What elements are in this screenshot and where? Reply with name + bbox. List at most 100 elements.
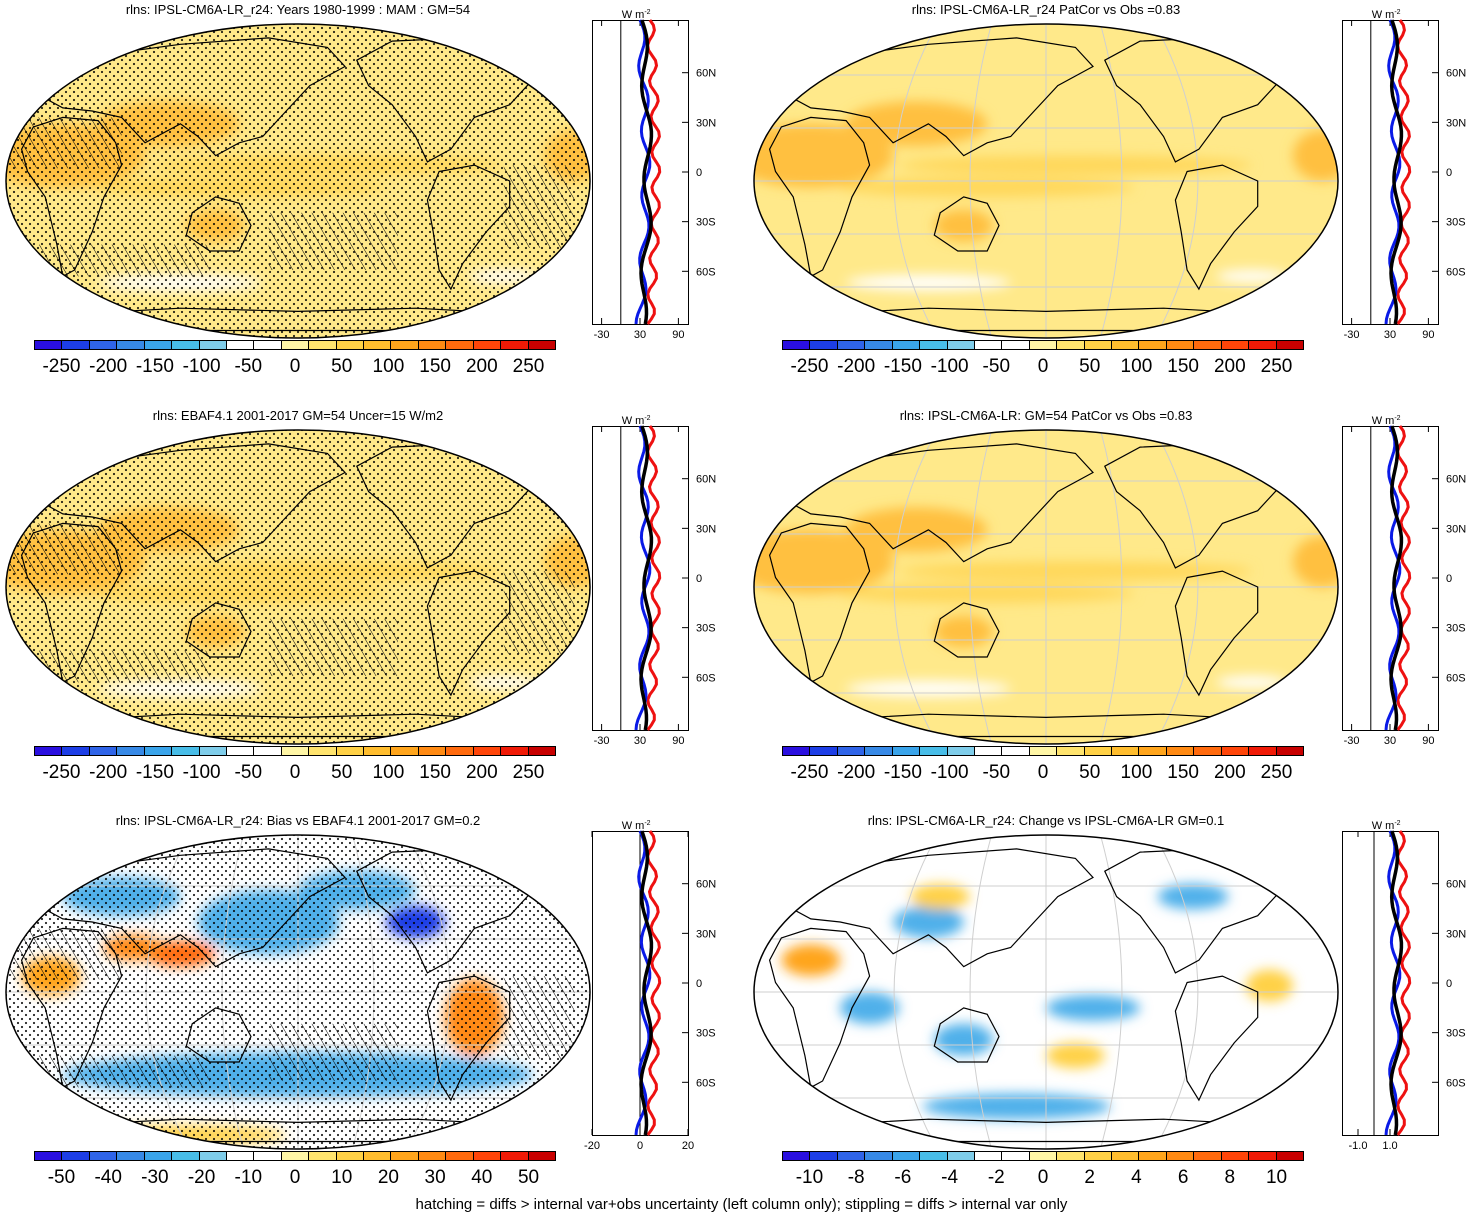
colorbar-tick-label: -150 (135, 356, 174, 377)
colorbar-swatch (1139, 1152, 1167, 1160)
zonal-mean-profile: W m-2 -30 30 90 60N 30N 0 30S 60S (592, 415, 748, 760)
colorbar-tick-label: -50 (982, 356, 1011, 377)
robinson-map (4, 428, 592, 746)
colorbar-tick-label: -6 (894, 1167, 912, 1188)
profile-lat-label: 60N (1446, 879, 1466, 891)
field-patch (840, 992, 899, 1024)
colorbar-tick-label: 10 (1265, 1167, 1288, 1188)
profile-series-line (1389, 19, 1404, 325)
hatching (33, 244, 210, 277)
colorbar-tick-label: -150 (883, 762, 922, 783)
profile-x-tick-label: 90 (1422, 735, 1434, 747)
colorbar-tick-label: 2 (1084, 1167, 1095, 1188)
colorbar-tick-label: 6 (1177, 1167, 1189, 1188)
colorbar-tick-label: -50 (982, 762, 1011, 783)
colorbar-tick-label: 8 (1224, 1167, 1236, 1188)
field-patch (754, 529, 894, 594)
colorbar-swatch (446, 747, 474, 755)
colorbar-swatch (1249, 1152, 1277, 1160)
colorbar-tick-label: -50 (234, 762, 263, 783)
colorbar-tick-label: -30 (141, 1167, 169, 1188)
colorbar (782, 746, 1304, 756)
hatching (503, 976, 575, 1059)
colorbar-tick-label: -250 (790, 762, 829, 783)
field-patch (1245, 969, 1293, 1002)
panel-title: rlns: IPSL-CM6A-LR: GM=54 PatCor vs Obs … (899, 408, 1193, 423)
profile-lat-label: 30N (1446, 117, 1466, 129)
colorbar-tick-label: -40 (94, 1167, 122, 1188)
profile-x-tick-label: -30 (1344, 329, 1360, 341)
coastline (1174, 570, 1259, 697)
colorbar-tick-label: -20 (187, 1167, 216, 1188)
colorbar-swatch (364, 747, 392, 755)
colorbar-swatch (254, 1152, 282, 1160)
zonal-mean-profile: W m-2 -30 30 90 60N 30N 0 30S 60S (1342, 9, 1483, 354)
profile-lat-label: 60N (1446, 474, 1466, 486)
profile-lat-label: 60S (696, 1077, 716, 1089)
colorbar-swatch (1002, 341, 1030, 349)
colorbar-swatch (892, 747, 921, 755)
field-patch (934, 1023, 994, 1056)
colorbar-tick-label: 0 (289, 1167, 301, 1188)
graticule-line (1099, 24, 1123, 338)
colorbar-swatch (309, 341, 337, 349)
panel-title: rlns: IPSL-CM6A-LR_r24: Change vs IPSL-C… (867, 813, 1225, 828)
field-patch (899, 155, 1252, 175)
profile-lat-label: 30N (696, 928, 716, 940)
colorbar-swatch (920, 747, 948, 755)
colorbar-swatch (364, 341, 392, 349)
profile-lat-label: 0 (696, 978, 702, 990)
figure-footnote: hatching = diffs > internal var+obs unce… (415, 1196, 1068, 1213)
colorbar-swatch (1249, 747, 1277, 755)
colorbar-swatch (172, 747, 200, 755)
coastline (768, 116, 871, 278)
colorbar-swatch (865, 747, 893, 755)
coastline (780, 848, 1094, 968)
colorbar-swatch (254, 747, 282, 755)
colorbar-tick-label: 50 (1079, 356, 1101, 377)
profile-series-line (1389, 425, 1404, 731)
zonal-mean-profile: W m-2 -1.0 1.0 60N 30N 0 30S 60S (1342, 820, 1483, 1165)
colorbar-swatch (1221, 341, 1250, 349)
colorbar-swatch (35, 341, 63, 349)
colorbar-tick-label: 200 (465, 356, 498, 377)
colorbar-tick-label: 0 (1037, 1167, 1049, 1188)
profile-lat-label: 30N (1446, 523, 1466, 535)
colorbar-swatch (281, 747, 310, 755)
colorbar-tick-label: -100 (930, 762, 969, 783)
colorbar-swatch (473, 341, 502, 349)
profile-unit-label: W m-2 (622, 9, 651, 21)
profile-series-line (646, 830, 662, 1136)
colorbar-swatch (1084, 1152, 1113, 1160)
colorbar (34, 1151, 556, 1161)
colorbar-tick-label: 20 (377, 1167, 399, 1188)
colorbar-swatch (1139, 747, 1167, 755)
colorbar-tick-label: 150 (419, 762, 451, 783)
colorbar-tick-label: -4 (941, 1167, 959, 1188)
colorbar-swatch (501, 1152, 529, 1160)
colorbar-swatch (172, 341, 200, 349)
map-border (5, 834, 591, 1150)
colorbar-swatch (117, 341, 145, 349)
colorbar-labels: -250 -200 -150 -100 -50 0 50 100 150 200 250 (782, 762, 1304, 784)
profile-series-line (1396, 425, 1412, 731)
hatching (503, 571, 575, 654)
field-patch (922, 1093, 1111, 1120)
profile-lat-label: 30N (1446, 928, 1466, 940)
graticule-line (969, 24, 993, 338)
colorbar-swatch (35, 747, 63, 755)
profile-lat-label: 30N (696, 523, 716, 535)
profile-lat-label: 60S (1446, 266, 1466, 278)
colorbar-swatch (810, 1152, 838, 1160)
colorbar-tick-label: -100 (182, 762, 221, 783)
hatching (6, 928, 122, 980)
graticule-line (893, 24, 939, 338)
colorbar-swatch (1029, 341, 1058, 349)
field-patch (1157, 883, 1229, 910)
coastline (933, 196, 1000, 252)
colorbar-swatch (172, 1152, 200, 1160)
field-patch (754, 123, 894, 188)
profile-lat-label: 30S (696, 217, 716, 229)
field-patch (934, 615, 994, 648)
field-patch (840, 583, 1135, 603)
